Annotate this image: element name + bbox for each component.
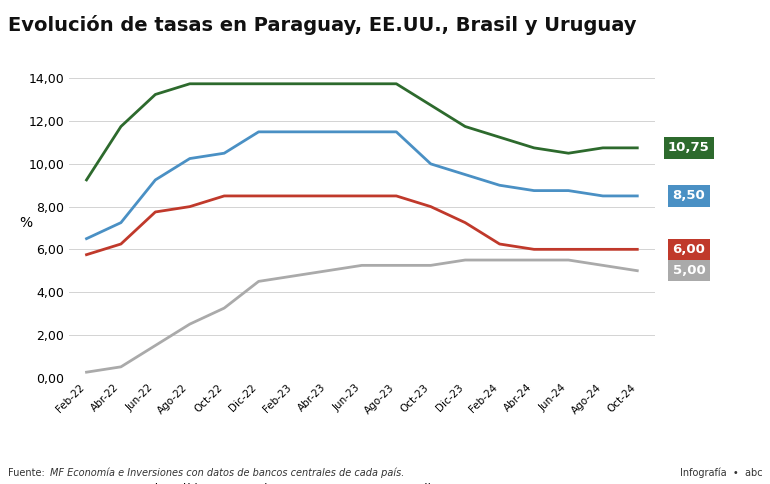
Text: Infografía  •  abc: Infografía • abc (680, 468, 762, 478)
Text: 5,00: 5,00 (672, 264, 705, 277)
Text: Evolución de tasas en Paraguay, EE.UU., Brasil y Uruguay: Evolución de tasas en Paraguay, EE.UU., … (8, 15, 636, 34)
Text: 10,75: 10,75 (668, 141, 710, 154)
Y-axis label: %: % (19, 216, 32, 229)
Text: 6,00: 6,00 (672, 243, 705, 256)
Legend: Tasa de Política Monetaria Paraguay, Tasa FED, Tasa Selic, Tasa de Política Mone: Tasa de Política Monetaria Paraguay, Tas… (89, 483, 588, 484)
Text: 8,50: 8,50 (672, 189, 705, 202)
Text: Fuente:: Fuente: (8, 468, 48, 478)
Text: MF Economía e Inversiones con datos de bancos centrales de cada país.: MF Economía e Inversiones con datos de b… (50, 468, 404, 478)
